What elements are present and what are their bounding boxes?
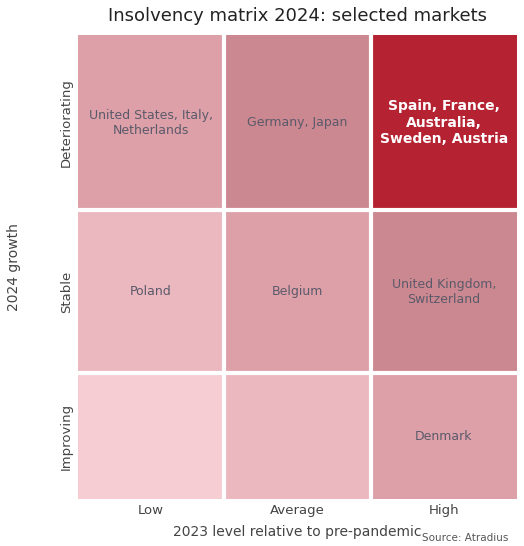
Bar xyxy=(224,210,370,373)
Bar xyxy=(78,35,224,210)
Bar xyxy=(78,373,224,499)
Y-axis label: 2024 growth: 2024 growth xyxy=(7,223,21,311)
Bar xyxy=(370,35,517,210)
Text: United Kingdom,
Switzerland: United Kingdom, Switzerland xyxy=(391,278,496,306)
Bar xyxy=(224,373,370,499)
Bar xyxy=(370,373,517,499)
Text: Denmark: Denmark xyxy=(415,430,473,443)
Bar xyxy=(370,210,517,373)
Text: Belgium: Belgium xyxy=(271,286,323,299)
Text: Poland: Poland xyxy=(130,286,172,299)
Text: Germany, Japan: Germany, Japan xyxy=(247,116,347,129)
Text: United States, Italy,
Netherlands: United States, Italy, Netherlands xyxy=(89,109,213,136)
Text: Spain, France,
Australia,
Sweden, Austria: Spain, France, Australia, Sweden, Austri… xyxy=(380,99,508,146)
X-axis label: 2023 level relative to pre-pandemic: 2023 level relative to pre-pandemic xyxy=(173,525,422,539)
Bar xyxy=(78,210,224,373)
Bar xyxy=(224,35,370,210)
Text: Source: Atradius: Source: Atradius xyxy=(422,533,508,543)
Title: Insolvency matrix 2024: selected markets: Insolvency matrix 2024: selected markets xyxy=(108,7,487,25)
